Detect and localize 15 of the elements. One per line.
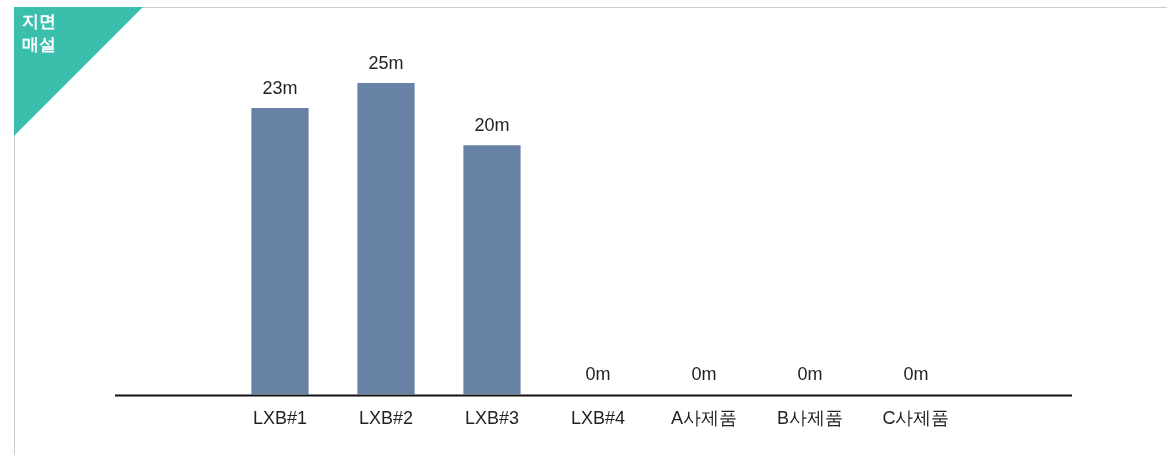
x-tick-label: B사제품 bbox=[776, 408, 844, 429]
data-label: 0m bbox=[691, 364, 717, 385]
data-label: 25m bbox=[368, 52, 404, 73]
x-tick-label: LXB#4 bbox=[570, 408, 626, 429]
x-tick-label: C사제품 bbox=[882, 408, 950, 429]
data-label: 0m bbox=[585, 364, 611, 385]
data-label: 23m bbox=[262, 77, 298, 98]
data-label: 0m bbox=[903, 364, 929, 385]
x-tick-label: LXB#2 bbox=[358, 408, 414, 429]
text: 지면 매설 bbox=[22, 10, 56, 56]
x-tick-label: LXB#3 bbox=[464, 408, 520, 429]
data-label: 20m bbox=[474, 115, 510, 136]
data-label: 0m bbox=[797, 364, 823, 385]
x-tick-label: LXB#1 bbox=[252, 408, 308, 429]
x-tick-label: A사제품 bbox=[670, 408, 738, 429]
